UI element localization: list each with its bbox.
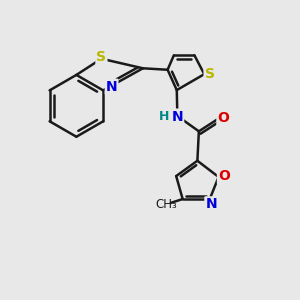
Text: H: H xyxy=(159,110,170,123)
Text: S: S xyxy=(96,50,106,64)
Text: N: N xyxy=(172,110,183,124)
Text: O: O xyxy=(218,111,229,125)
Text: CH₃: CH₃ xyxy=(156,198,177,211)
Text: S: S xyxy=(205,67,214,81)
Text: N: N xyxy=(106,80,117,94)
Text: O: O xyxy=(218,169,230,183)
Text: N: N xyxy=(206,197,217,211)
